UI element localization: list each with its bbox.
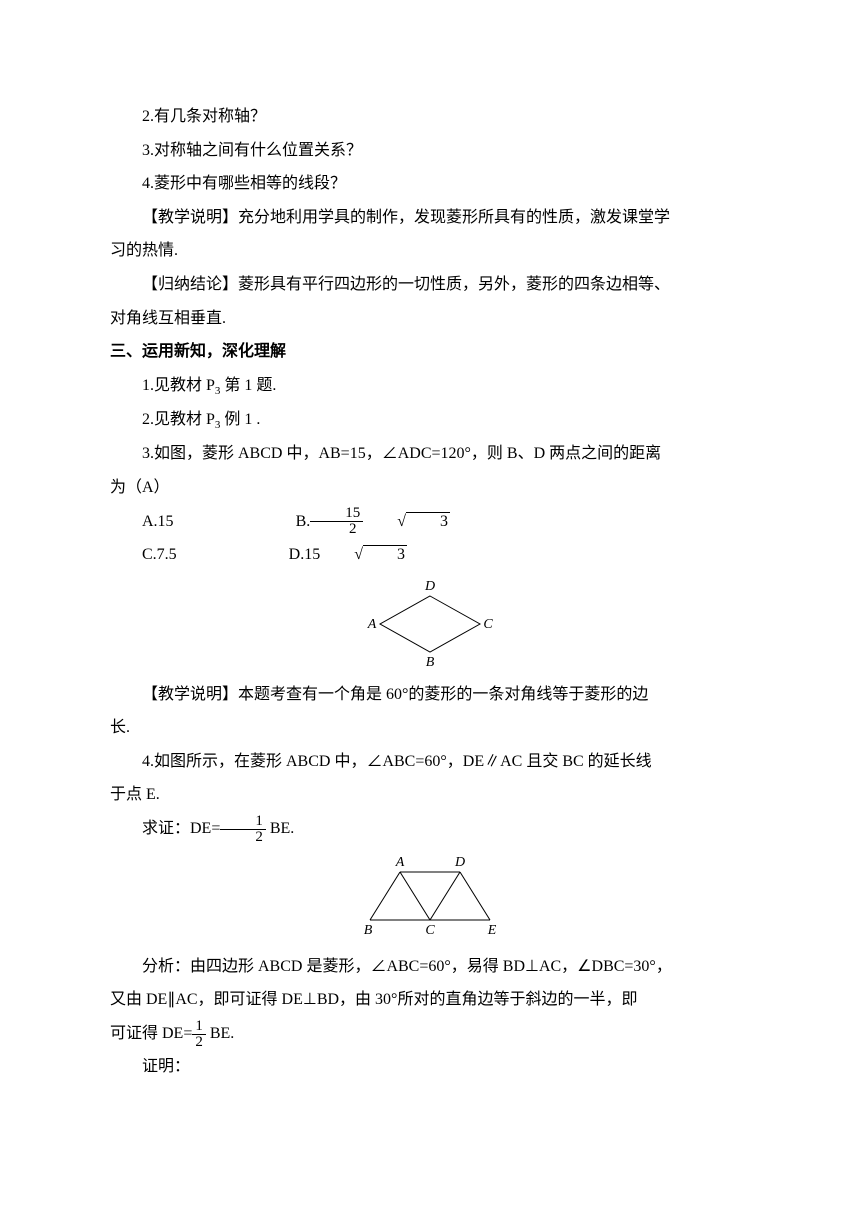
prove-pre: 求证：DE= [142,820,220,837]
option-d-pre: D.15 [289,546,321,563]
triangles-diagram: A D B C E [110,852,750,944]
question-2: 2.有几条对称轴？ [110,100,750,134]
label-a: A [367,617,377,632]
rhombus-shape [380,596,480,652]
option-c: C.7.5 [110,538,177,572]
label-c2: C [425,923,435,938]
section-3-title: 三、运用新知，深化理解 [110,335,750,369]
analysis-c: 可证得 DE=12 BE. [110,1017,750,1051]
item-2-post: 例 1 . [220,411,260,428]
fraction-1-2b: 12 [192,1019,206,1050]
options-row-1: A.15 B.152 3 [110,505,750,539]
analysis-b: 又由 DE∥AC，即可证得 DE⊥BD，由 30°所对的直角边等于斜边的一半，即 [110,983,750,1017]
frac-num-1b: 1 [192,1019,206,1035]
question-3: 3.对称轴之间有什么位置关系？ [110,134,750,168]
line-de [460,872,490,920]
prove-post: BE. [266,820,294,837]
label-a2: A [395,855,405,870]
option-d: D.15 3 [257,538,407,572]
rhombus-svg: D A C B [360,578,500,668]
fraction-15-2: 152 [310,506,363,537]
item-1: 1.见教材 P3 第 1 题. [110,369,750,403]
item-1-pre: 1.见教材 P [142,377,215,394]
prove-line: 求证：DE=12 BE. [110,812,750,846]
frac-num: 15 [310,506,363,522]
label-b: B [426,655,435,668]
triangles-svg: A D B C E [350,852,510,940]
analysis-a: 分析：由四边形 ABCD 是菱形，∠ABC=60°，易得 BD⊥AC，∠DBC=… [110,950,750,984]
rhombus-diagram: D A C B [110,578,750,672]
option-a: A.15 [110,505,174,539]
option-b: B.152 3 [264,505,450,539]
teach-note-2a: 【教学说明】本题考查有一个角是 60°的菱形的一条对角线等于菱形的边 [110,678,750,712]
frac-den-2b: 2 [192,1035,206,1050]
item-2-pre: 2.见教材 P [142,411,215,428]
label-b2: B [364,923,373,938]
label-e2: E [487,923,497,938]
options-row-2: C.7.5 D.15 3 [110,538,750,572]
analysis-c-pre: 可证得 DE= [110,1025,192,1042]
radicand: 3 [406,512,450,531]
frac-num-1a: 1 [220,814,266,830]
frac-den: 2 [314,522,360,537]
item-3a: 3.如图，菱形 ABCD 中，AB=15，∠ADC=120°，则 B、D 两点之… [110,437,750,471]
label-c: C [483,617,493,632]
proof-label: 证明： [110,1050,750,1084]
line-cd [430,872,460,920]
conclusion-1b: 对角线互相垂直. [110,302,750,336]
fraction-1-2a: 12 [220,814,266,845]
analysis-c-post: BE. [206,1025,234,1042]
label-d: D [424,579,435,594]
item-1-post: 第 1 题. [220,377,276,394]
frac-den-2a: 2 [220,830,266,845]
line-ac [400,872,430,920]
label-d2: D [454,855,465,870]
sqrt-3b: 3 [320,538,407,572]
item-3b: 为（A） [110,471,750,505]
teach-note-1b: 习的热情. [110,234,750,268]
item-4a: 4.如图所示，在菱形 ABCD 中，∠ABC=60°，DE∥AC 且交 BC 的… [110,745,750,779]
teach-note-1a: 【教学说明】充分地利用学具的制作，发现菱形所具有的性质，激发课堂学 [110,201,750,235]
line-ba [370,872,400,920]
item-4b: 于点 E. [110,778,750,812]
teach-note-2b: 长. [110,711,750,745]
question-4: 4.菱形中有哪些相等的线段？ [110,167,750,201]
conclusion-1a: 【归纳结论】菱形具有平行四边形的一切性质，另外，菱形的四条边相等、 [110,268,750,302]
option-b-pre: B. [296,513,311,530]
item-2: 2.见教材 P3 例 1 . [110,403,750,437]
radicand-b: 3 [363,545,407,564]
sqrt-3a: 3 [363,505,450,539]
